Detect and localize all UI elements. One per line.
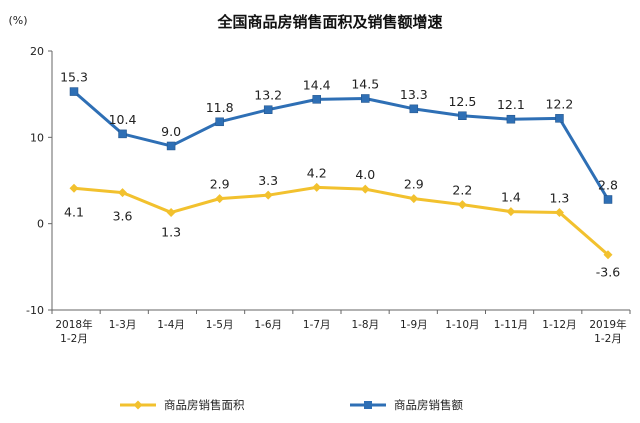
y-tick-label: -10 <box>26 304 44 317</box>
sales-amount-data-label: 12.5 <box>448 94 476 109</box>
sales-amount-point <box>263 105 273 114</box>
sales-area-data-label: 4.0 <box>355 167 375 182</box>
y-tick-label: 10 <box>30 131 44 144</box>
sales-area-data-label: 1.4 <box>501 190 521 205</box>
x-tick-label: 1-8月 <box>351 319 379 331</box>
sales-area-point <box>554 207 564 217</box>
data-labels-layer: 15.3 10.4 9.0 11.8 13.2 14.4 14.5 13.3 12.5 12.1 1… <box>60 70 620 280</box>
sales-amount-data-label: 13.3 <box>400 87 428 102</box>
sales-amount-data-label: 14.4 <box>303 77 331 92</box>
sales-area-data-label: 2.9 <box>210 177 230 192</box>
sales-amount-point <box>603 195 613 204</box>
sales-area-point <box>603 250 613 260</box>
legend-label: 商品房销售额 <box>394 398 463 412</box>
x-tick-label: 1-10月 <box>445 319 479 331</box>
sales-area-data-label: 2.9 <box>404 177 424 192</box>
sales-amount-data-label: 12.2 <box>546 96 574 111</box>
x-tick-label: 1-9月 <box>400 319 428 331</box>
sales-area-point <box>215 194 225 204</box>
sales-amount-point <box>506 114 516 124</box>
legend-marker-square <box>364 401 372 409</box>
sales-area-point <box>457 200 467 210</box>
sales-area-data-label: 1.3 <box>550 190 570 205</box>
y-tick-label: 0 <box>37 218 44 231</box>
series-layer <box>69 87 613 260</box>
sales-amount-point <box>409 104 419 114</box>
x-tick-label: 1-2月 <box>594 333 622 345</box>
sales-area-data-label: -3.6 <box>596 265 620 280</box>
sales-amount-data-label: 12.1 <box>497 97 525 112</box>
sales-amount-point <box>118 129 127 139</box>
sales-area-data-label: 3.6 <box>113 209 133 224</box>
sales-amount-data-label: 9.0 <box>161 124 181 139</box>
sales-amount-data-label: 14.5 <box>351 76 379 91</box>
sales-amount-point <box>361 94 370 103</box>
sales-amount-point <box>555 114 564 123</box>
legend-label: 商品房销售面积 <box>164 398 245 412</box>
x-tick-label: 1-4月 <box>157 319 185 331</box>
y-axis-unit-label: (%) <box>8 14 27 27</box>
legend-marker-diamond <box>133 400 143 410</box>
sales-amount-point <box>215 117 224 127</box>
x-tick-label: 2018年 <box>55 318 92 331</box>
x-tick-label: 2019年 <box>589 318 626 331</box>
sales-area-point <box>263 190 273 200</box>
sales-amount-data-label: 2.8 <box>598 177 618 192</box>
sales-amount-data-label: 13.2 <box>254 88 282 103</box>
sales-area-point <box>506 207 516 217</box>
sales-area-data-label: 3.3 <box>258 173 278 188</box>
sales-amount-point <box>458 111 467 120</box>
legend: 商品房销售面积 商品房销售额 <box>120 398 463 412</box>
chart-title: 全国商品房销售面积及销售额增速 <box>216 13 442 31</box>
sales-amount-point <box>312 95 321 104</box>
sales-amount-data-label: 15.3 <box>60 70 88 85</box>
sales-amount-point <box>166 141 176 151</box>
sales-area-data-label: 4.1 <box>64 204 84 219</box>
legend-item-sales-amount: 商品房销售额 <box>350 398 463 412</box>
sales-area-point <box>118 188 128 198</box>
y-tick-label: 20 <box>30 45 44 58</box>
sales-area-data-label: 1.3 <box>161 224 181 239</box>
x-tick-label: 1-7月 <box>303 319 331 331</box>
sales-amount-line <box>73 90 610 201</box>
x-tick-label: 1-5月 <box>206 319 234 331</box>
sales-amount-data-label: 10.4 <box>109 112 137 127</box>
sales-amount-point <box>69 87 79 96</box>
sales-area-point <box>166 207 176 217</box>
x-tick-label: 1-12月 <box>542 319 576 331</box>
legend-item-sales-area: 商品房销售面积 <box>120 398 245 412</box>
x-tick-label: 1-3月 <box>109 319 137 331</box>
sales-area-point <box>360 184 370 194</box>
sales-area-data-label: 4.2 <box>307 165 327 180</box>
sales-area-point <box>312 182 322 192</box>
x-tick-label: 1-11月 <box>494 319 528 331</box>
x-tick-label: 1-6月 <box>254 319 282 331</box>
sales-area-line <box>73 185 609 256</box>
axes-layer: 20 10 0 -10 2018年 1-2月 1-3月 1-4月 1-5月 1-6月 1-7月 1-8… <box>26 45 631 345</box>
sales-area-point <box>409 194 419 204</box>
sales-area-point <box>69 183 79 193</box>
sales-area-data-label: 2.2 <box>452 183 472 198</box>
sales-amount-data-label: 11.8 <box>206 100 234 115</box>
x-tick-label: 1-2月 <box>60 333 88 345</box>
